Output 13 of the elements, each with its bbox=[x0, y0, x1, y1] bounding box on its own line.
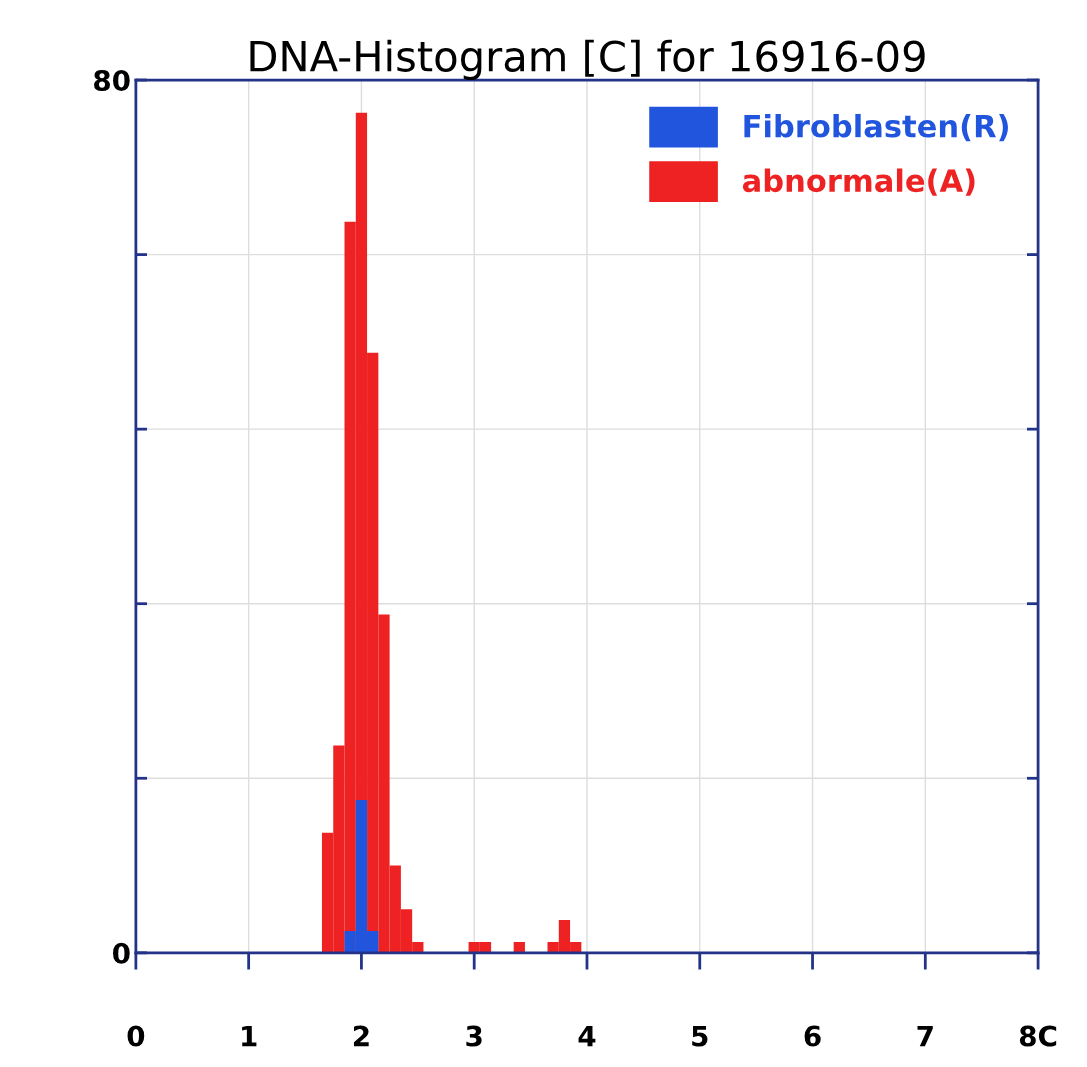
y-tick-label: 80 bbox=[94, 69, 130, 91]
chart-title: DNA-Histogram [C] for 16916-09 bbox=[250, 39, 925, 81]
legend-label: Fibroblasten(R) bbox=[744, 113, 1008, 142]
x-tick-label: 4 bbox=[578, 1025, 596, 1047]
x-tick-label: 0 bbox=[127, 1025, 145, 1047]
x-tick-label: 2 bbox=[353, 1025, 369, 1047]
x-tick-label: 1 bbox=[242, 1025, 257, 1047]
x-tick-label: 7 bbox=[917, 1025, 933, 1047]
x-tick-label: 8C bbox=[1019, 1025, 1057, 1047]
x-tick-label: 6 bbox=[804, 1025, 821, 1047]
x-tick-label: 5 bbox=[692, 1025, 708, 1047]
legend-label: abnormale(A) bbox=[742, 168, 975, 196]
x-tick-label: 3 bbox=[466, 1025, 482, 1047]
